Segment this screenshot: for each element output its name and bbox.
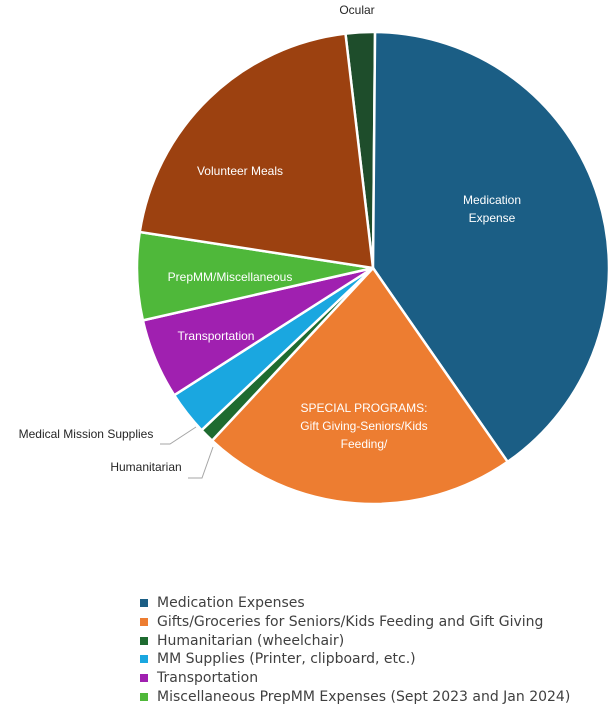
- legend-label: Transportation: [157, 670, 259, 687]
- legend-swatch: [140, 636, 148, 645]
- leader-line-medical-mission-supplies: [160, 426, 197, 445]
- slice-label-medication-expense: Medication Expense: [463, 193, 521, 225]
- legend-swatch: [140, 674, 148, 683]
- slice-label-humanitarian: Humanitarian: [110, 460, 181, 474]
- leader-line-humanitarian: [188, 446, 214, 479]
- slice-label-special-programs-gift-giving-seniors-kids-feeding: SPECIAL PROGRAMS: Gift Giving-Seniors/Kid…: [300, 401, 427, 451]
- legend-swatch: [140, 618, 148, 627]
- slice-label-medical-mission-supplies: Medical Mission Supplies: [19, 427, 154, 441]
- legend-item-transportation: Transportation: [140, 669, 570, 688]
- legend-label: Miscellaneous PrepMM Expenses (Sept 2023…: [157, 688, 571, 705]
- legend-label: MM Supplies (Printer, clipboard, etc.): [157, 651, 416, 668]
- slice-label-prepmm-miscellaneous: PrepMM/Miscellaneous: [168, 270, 293, 284]
- pie-slice-medication-expense: [371, 30, 611, 464]
- legend-swatch: [140, 599, 148, 608]
- legend-swatch: [140, 692, 148, 701]
- legend-label: Medication Expenses: [157, 595, 305, 612]
- legend-item-humanitarian: Humanitarian (wheelchair): [140, 631, 570, 650]
- slice-label-ocular: Ocular: [339, 3, 374, 17]
- legend-item-medication: Medication Expenses: [140, 594, 570, 613]
- legend-item-mm-supplies: MM Supplies (Printer, clipboard, etc.): [140, 650, 570, 669]
- legend-label: Humanitarian (wheelchair): [157, 632, 345, 649]
- legend: Medication Expenses Gifts/Groceries for …: [140, 594, 570, 706]
- legend-item-gifts: Gifts/Groceries for Seniors/Kids Feeding…: [140, 613, 570, 632]
- legend-label: Gifts/Groceries for Seniors/Kids Feeding…: [157, 614, 544, 631]
- slice-label-volunteer-meals: Volunteer Meals: [197, 164, 283, 178]
- pie-slice-volunteer-meals: [138, 32, 375, 270]
- pie-slice-special-programs-gift-giving-seniors-kids-feeding: [210, 266, 509, 506]
- slice-label-transportation: Transportation: [178, 329, 255, 343]
- legend-swatch: [140, 655, 148, 664]
- legend-item-miscellaneous: Miscellaneous PrepMM Expenses (Sept 2023…: [140, 687, 570, 706]
